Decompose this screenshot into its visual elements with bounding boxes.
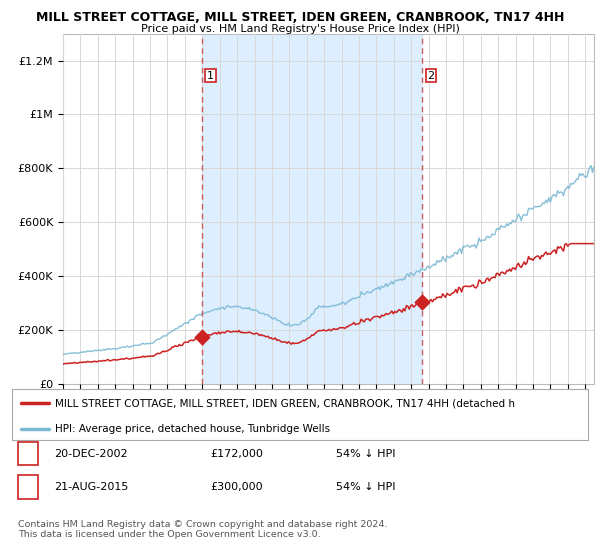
Point (418, 297, 427, 306)
Text: 2: 2 (428, 71, 434, 81)
Text: £172,000: £172,000 (210, 449, 263, 459)
Text: MILL STREET COTTAGE, MILL STREET, IDEN GREEN, CRANBROOK, TN17 4HH: MILL STREET COTTAGE, MILL STREET, IDEN G… (36, 11, 564, 24)
Text: £300,000: £300,000 (210, 482, 263, 492)
Text: HPI: Average price, detached house, Tunbridge Wells: HPI: Average price, detached house, Tunb… (55, 423, 331, 433)
Text: 1: 1 (207, 71, 214, 81)
Text: Price paid vs. HM Land Registry's House Price Index (HPI): Price paid vs. HM Land Registry's House … (140, 24, 460, 34)
Point (197, 333, 206, 342)
Bar (202, 34, 422, 384)
Text: 20-DEC-2002: 20-DEC-2002 (54, 449, 128, 459)
Text: 21-AUG-2015: 21-AUG-2015 (54, 482, 128, 492)
Text: 54% ↓ HPI: 54% ↓ HPI (336, 482, 395, 492)
Text: 54% ↓ HPI: 54% ↓ HPI (336, 449, 395, 459)
Text: MILL STREET COTTAGE, MILL STREET, IDEN GREEN, CRANBROOK, TN17 4HH (detached h: MILL STREET COTTAGE, MILL STREET, IDEN G… (55, 398, 515, 408)
Text: Contains HM Land Registry data © Crown copyright and database right 2024.
This d: Contains HM Land Registry data © Crown c… (18, 520, 388, 539)
Text: 2: 2 (24, 482, 32, 492)
Text: 1: 1 (24, 449, 32, 459)
